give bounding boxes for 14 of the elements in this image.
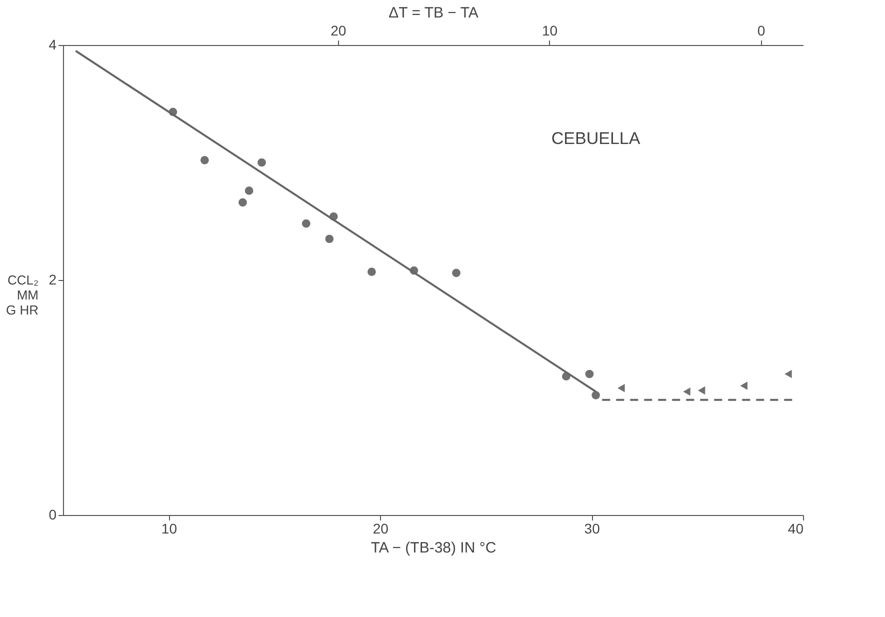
- x-tick-label: 30: [584, 520, 600, 536]
- x-axis-title: TA − (TB-38) IN °C: [370, 540, 496, 556]
- x2-axis-title: ΔT = TB − TA: [388, 4, 478, 22]
- x-tick-label: 10: [161, 520, 178, 536]
- y-tick-label: 4: [48, 36, 57, 52]
- x2-tick-label: 20: [330, 22, 346, 38]
- x2-tick-label: 0: [757, 22, 766, 38]
- y-axis-title: CCL₂ MM G HR: [6, 272, 38, 318]
- x-tick-label: 20: [372, 520, 389, 536]
- y-tick-label: 2: [48, 272, 57, 288]
- y-tick-label: 0: [48, 506, 57, 522]
- x-tick-label: 40: [788, 520, 804, 536]
- x2-tick-label: 10: [542, 22, 558, 38]
- annotation: CEBUELLA: [551, 129, 641, 148]
